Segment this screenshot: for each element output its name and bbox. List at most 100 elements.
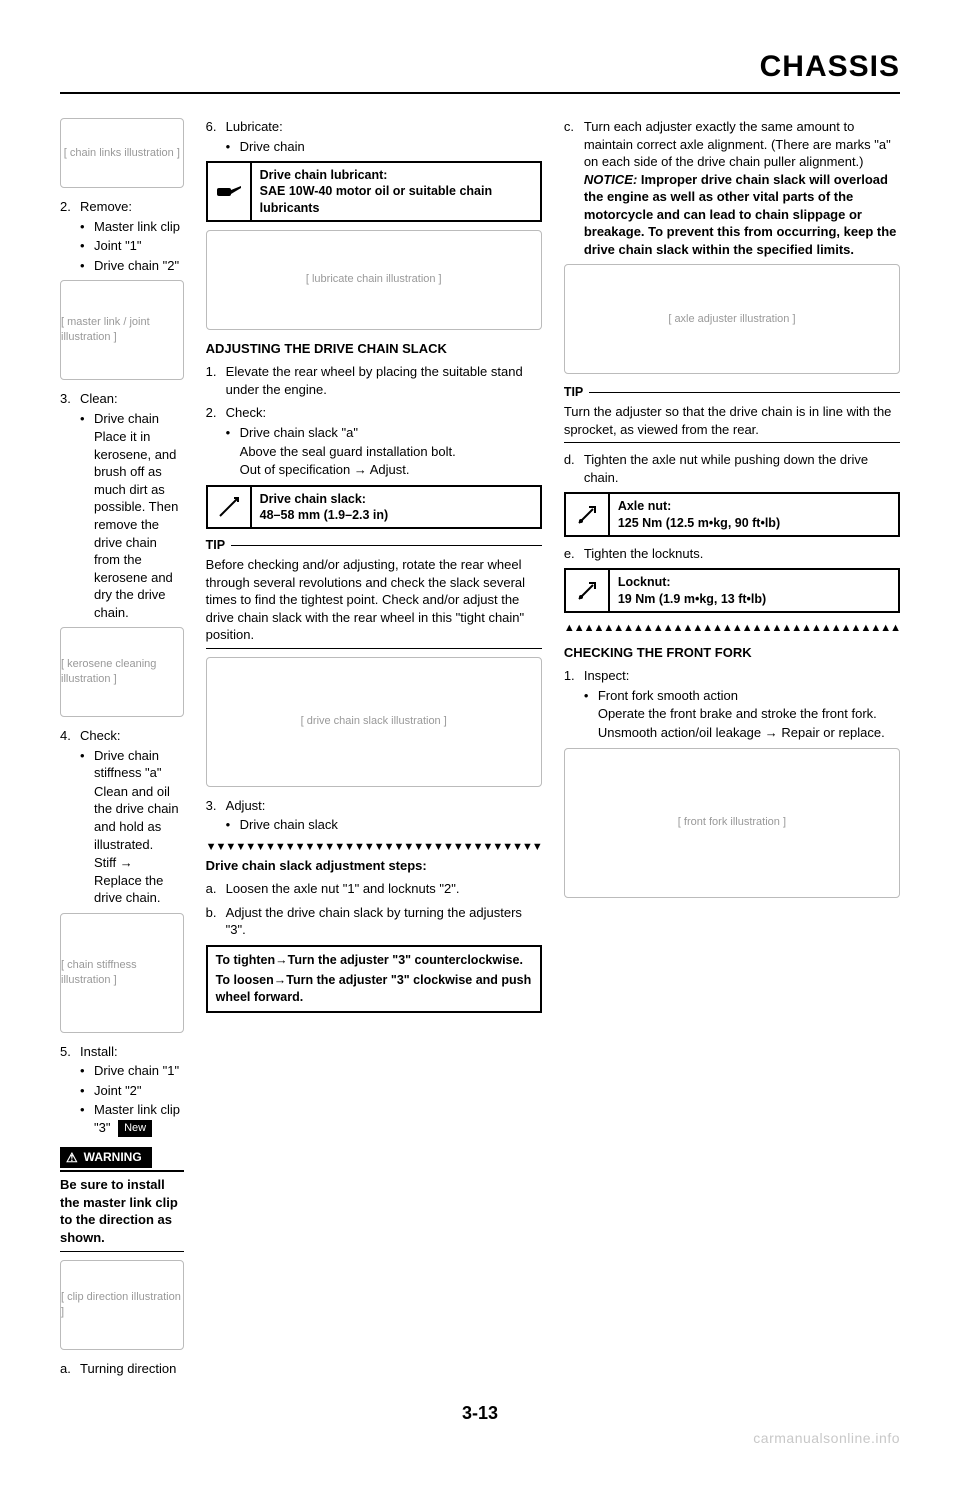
column-1: [ chain links illustration ] 2. Remove: … <box>60 112 184 1377</box>
adjustment-steps-title: Drive chain slack adjustment steps: <box>206 857 542 875</box>
tip-rule <box>564 442 900 443</box>
header-divider <box>60 92 900 94</box>
step-number: a. <box>206 880 226 898</box>
bullet-icon: • <box>80 1082 94 1100</box>
bullet-icon: • <box>80 1101 94 1136</box>
item-text: Drive chain <box>240 138 542 156</box>
sub-text: Above the seal guard installation bolt. <box>206 443 542 461</box>
step-label: Install: <box>80 1043 184 1061</box>
adj-step-a: a. Loosen the axle nut "1" and locknuts … <box>206 880 542 898</box>
item-text: Front fork smooth action <box>598 687 900 705</box>
step-number: 5. <box>60 1043 80 1061</box>
list-item: •Drive chain slack <box>206 816 542 834</box>
step-number: 2. <box>206 404 226 422</box>
list-item: •Drive chain <box>206 138 542 156</box>
step-number: c. <box>564 118 584 258</box>
step-label: Tighten the locknuts. <box>584 545 900 563</box>
step-2: 2. Remove: <box>60 198 184 216</box>
warning-icon: ⚠ <box>66 1149 78 1167</box>
step-label: Turning direction <box>80 1360 184 1378</box>
bullet-icon: • <box>80 1062 94 1080</box>
step-6: 6. Lubricate: <box>206 118 542 136</box>
warning-rule <box>60 1251 184 1252</box>
illustration-kerosene-tray: [ kerosene cleaning illustration ] <box>60 627 184 717</box>
adj-step-e: e. Tighten the locknuts. <box>564 545 900 563</box>
sub-text: Out of specification → Adjust. <box>206 461 542 479</box>
step-number: 3. <box>60 390 80 408</box>
new-badge: New <box>118 1120 152 1137</box>
spec-slack: Drive chain slack: 48–58 mm (1.9–2.3 in) <box>206 485 542 530</box>
step-number: 1. <box>564 667 584 685</box>
list-item: •Joint "1" <box>60 237 184 255</box>
box-loosen-line: To loosen→Turn the adjuster "3" clockwis… <box>216 973 532 1004</box>
item-text: Drive chain stiffness "a" <box>94 747 184 782</box>
list-item: •Joint "2" <box>60 1082 184 1100</box>
illustration-master-link: [ master link / joint illustration ] <box>60 280 184 380</box>
list-item: •Drive chain slack "a" <box>206 424 542 442</box>
tip-rule <box>231 545 542 546</box>
step-label: Turn each adjuster exactly the same amou… <box>584 118 900 258</box>
illustration-clip-direction: [ clip direction illustration ] <box>60 1260 184 1350</box>
torque-icon <box>566 570 610 611</box>
tip-rule <box>589 392 900 393</box>
spec-axle-nut: Axle nut: 125 Nm (12.5 m•kg, 90 ft•lb) <box>564 492 900 537</box>
item-text: Joint "1" <box>94 237 184 255</box>
item-text: Master link clip <box>94 218 184 236</box>
measure-icon <box>208 487 252 528</box>
step-number: 6. <box>206 118 226 136</box>
tip-header: TIP <box>206 537 542 554</box>
step-label: Elevate the rear wheel by placing the su… <box>226 363 542 398</box>
spec-locknut: Locknut: 19 Nm (1.9 m•kg, 13 ft•lb) <box>564 568 900 613</box>
bullet-icon: • <box>584 687 598 705</box>
step-number: 4. <box>60 727 80 745</box>
step-label: Lubricate: <box>226 118 542 136</box>
sub-text: Operate the front brake and stroke the f… <box>564 705 900 723</box>
warning-text: Be sure to install the master link clip … <box>60 1176 184 1246</box>
warning-badge: ⚠ WARNING <box>60 1147 152 1169</box>
step-3: 3. Clean: <box>60 390 184 408</box>
illustration-axle-adjuster: [ axle adjuster illustration ] <box>564 264 900 374</box>
sub-text: Clean and oil the drive chain and hold a… <box>60 783 184 853</box>
step-label: Loosen the axle nut "1" and locknuts "2"… <box>226 880 542 898</box>
step-a: a. Turning direction <box>60 1360 184 1378</box>
step-number: b. <box>206 904 226 939</box>
tighten-loosen-box: To tighten→Turn the adjuster "3" counter… <box>206 945 542 1013</box>
item-text: Master link clip "3" New <box>94 1101 184 1136</box>
spec-text: Axle nut: 125 Nm (12.5 m•kg, 90 ft•lb) <box>610 494 898 535</box>
column-3: c. Turn each adjuster exactly the same a… <box>564 112 900 1377</box>
illustration-slack-check: [ drive chain slack illustration ] <box>206 657 542 787</box>
list-item: •Drive chain "2" <box>60 257 184 275</box>
tip-text: Before checking and/or adjusting, rotate… <box>206 556 542 644</box>
bullet-icon: • <box>80 237 94 255</box>
illustration-front-fork: [ front fork illustration ] <box>564 748 900 898</box>
spec-lubricant: Drive chain lubricant: SAE 10W-40 motor … <box>206 161 542 222</box>
adjust-step-1: 1. Elevate the rear wheel by placing the… <box>206 363 542 398</box>
triangle-row-up: ▲▲▲▲▲▲▲▲▲▲▲▲▲▲▲▲▲▲▲▲▲▲▲▲▲▲▲▲▲▲▲▲▲▲ <box>564 621 900 636</box>
illustration-stiffness: [ chain stiffness illustration ] <box>60 913 184 1033</box>
watermark: carmanualsonline.info <box>60 1430 900 1446</box>
step-label: Inspect: <box>584 667 900 685</box>
tip-text: Turn the adjuster so that the drive chai… <box>564 403 900 438</box>
step-5: 5. Install: <box>60 1043 184 1061</box>
illustration-lubricate: [ lubricate chain illustration ] <box>206 230 542 330</box>
list-item: •Front fork smooth action <box>564 687 900 705</box>
bullet-icon: • <box>80 410 94 428</box>
adj-step-b: b. Adjust the drive chain slack by turni… <box>206 904 542 939</box>
triangle-row-down: ▼▼▼▼▼▼▼▼▼▼▼▼▼▼▼▼▼▼▼▼▼▼▼▼▼▼▼▼▼▼▼▼▼▼ <box>206 840 542 855</box>
spec-text: Drive chain lubricant: SAE 10W-40 motor … <box>252 163 540 220</box>
step-label: Check: <box>80 727 184 745</box>
sub-text: Stiff → Replace the drive chain. <box>60 854 184 907</box>
step-number: 3. <box>206 797 226 815</box>
tip-label: TIP <box>564 384 583 401</box>
bullet-icon: • <box>226 816 240 834</box>
step-label: Remove: <box>80 198 184 216</box>
spec-text: Locknut: 19 Nm (1.9 m•kg, 13 ft•lb) <box>610 570 898 611</box>
sub-text: Place it in kerosene, and brush off as m… <box>60 428 184 621</box>
item-text: Drive chain <box>94 410 184 428</box>
item-text: Drive chain slack "a" <box>240 424 542 442</box>
step-c-pretext: Turn each adjuster exactly the same amou… <box>584 119 891 169</box>
warning-rule <box>60 1170 184 1172</box>
step-label: Clean: <box>80 390 184 408</box>
step-4: 4. Check: <box>60 727 184 745</box>
step-number: a. <box>60 1360 80 1378</box>
